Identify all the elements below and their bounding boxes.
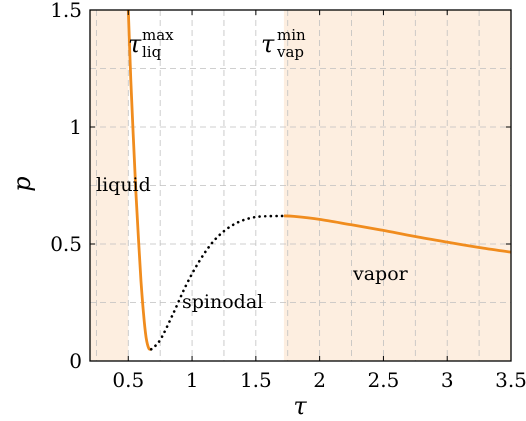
tau-vap-symbol: τ <box>261 30 275 58</box>
tau-vap-min-annotation: τ min vap <box>261 26 306 61</box>
tau-liq-superscript: max <box>142 26 174 44</box>
tau-vap-superscript: min <box>277 26 306 44</box>
liquid-label: liquid <box>96 174 151 196</box>
tau-liq-subscript: liq <box>142 43 162 61</box>
x-tick-label: 3 <box>441 368 454 392</box>
x-axis-title: τ <box>293 392 307 420</box>
x-tick-label: 1 <box>186 368 199 392</box>
y-tick-label: 1.5 <box>50 0 82 22</box>
vapor-label: vapor <box>352 263 409 285</box>
shaded-region-vapor <box>283 10 511 361</box>
ticks: 0.5 1 1.5 2 2.5 3 3.5 0 0.5 1 1.5 <box>50 0 526 392</box>
y-tick-label: 1 <box>69 115 82 139</box>
coexistence-curve-liquid <box>126 9 152 351</box>
curves <box>126 9 512 351</box>
x-tick-label: 3.5 <box>495 368 526 392</box>
plot-frame <box>89 9 512 362</box>
tau-liq-max-annotation: τ max liq <box>128 26 174 61</box>
y-axis-title: p <box>8 176 36 191</box>
grid <box>90 10 511 361</box>
x-tick-label: 2.5 <box>368 368 400 392</box>
coexistence-curve-vapor <box>283 214 512 254</box>
x-tick-label: 2 <box>313 368 326 392</box>
tau-vap-subscript: vap <box>276 43 304 61</box>
x-tick-label: 0.5 <box>112 368 144 392</box>
spinodal-curve <box>149 214 286 351</box>
y-tick-label: 0 <box>69 349 82 373</box>
y-tick-label: 0.5 <box>50 232 82 256</box>
x-tick-label: 1.5 <box>240 368 272 392</box>
spinodal-label: spinodal <box>182 291 263 313</box>
tau-liq-symbol: τ <box>128 30 142 58</box>
